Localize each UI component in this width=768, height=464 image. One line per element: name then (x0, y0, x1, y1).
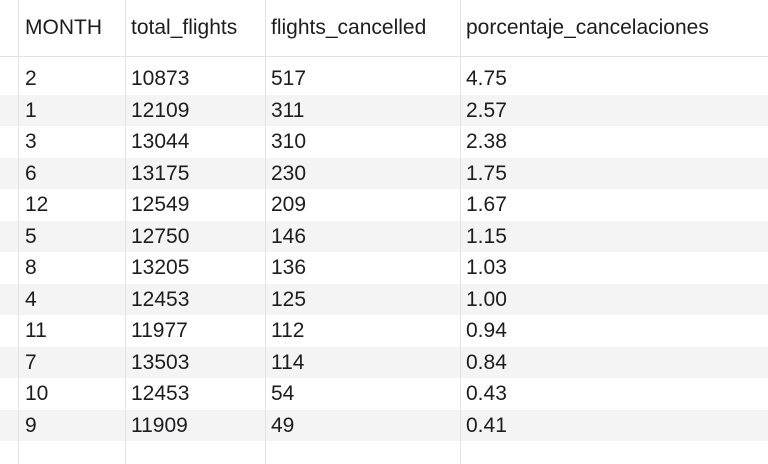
table-row[interactable]: 2 10873 517 4.75 (0, 63, 768, 95)
flights-cancelled-cell[interactable]: 517 (271, 67, 307, 90)
month-cell[interactable]: 8 (25, 256, 37, 279)
total-flights-cell[interactable]: 10873 (131, 67, 190, 90)
column-divider[interactable] (125, 0, 126, 464)
total-flights-cell[interactable]: 13503 (131, 350, 190, 374)
porcentaje-cell[interactable]: 1.00 (466, 287, 507, 311)
total-flights-cell[interactable]: 13205 (131, 256, 190, 279)
column-header-flights-cancelled[interactable]: flights_cancelled (271, 16, 427, 39)
month-cell[interactable]: 7 (25, 350, 37, 374)
table-row[interactable]: 12 12549 209 1.67 (0, 189, 768, 221)
total-flights-cell[interactable]: 12750 (131, 224, 190, 248)
total-flights-cell[interactable]: 12549 (131, 193, 190, 216)
porcentaje-cell[interactable]: 0.94 (466, 319, 507, 342)
porcentaje-cell[interactable]: 1.03 (466, 256, 507, 279)
table-row[interactable]: 7 13503 114 0.84 (0, 346, 768, 378)
flights-cancelled-cell[interactable]: 49 (271, 413, 295, 437)
porcentaje-cell[interactable]: 0.84 (466, 350, 507, 374)
flights-cancelled-cell[interactable]: 230 (271, 161, 307, 185)
flights-cancelled-cell[interactable]: 114 (271, 350, 305, 374)
month-cell[interactable]: 1 (25, 98, 37, 122)
table-row[interactable]: 11 11977 112 0.94 (0, 315, 768, 347)
porcentaje-cell[interactable]: 2.57 (466, 98, 507, 122)
total-flights-cell[interactable]: 12109 (131, 98, 190, 122)
month-cell[interactable]: 5 (25, 224, 37, 248)
total-flights-cell[interactable]: 13175 (131, 161, 190, 185)
flights-cancelled-cell[interactable]: 311 (271, 98, 305, 122)
total-flights-cell[interactable]: 13044 (131, 130, 190, 153)
table-row[interactable]: 5 12750 146 1.15 (0, 220, 768, 252)
column-divider[interactable] (265, 0, 266, 464)
flights-cancelled-cell[interactable]: 54 (271, 382, 295, 405)
month-cell[interactable]: 3 (25, 130, 37, 153)
flights-cancelled-cell[interactable]: 136 (271, 256, 307, 279)
flights-cancelled-cell[interactable]: 146 (271, 224, 307, 248)
month-cell[interactable]: 6 (25, 161, 37, 185)
table-row[interactable]: 9 11909 49 0.41 (0, 409, 768, 441)
total-flights-cell[interactable]: 11977 (131, 319, 188, 342)
flights-cancelled-cell[interactable]: 209 (271, 193, 307, 216)
column-header-month[interactable]: MONTH (25, 16, 102, 39)
total-flights-cell[interactable]: 11909 (131, 413, 188, 437)
porcentaje-cell[interactable]: 1.75 (466, 161, 507, 185)
porcentaje-cell[interactable]: 1.15 (466, 224, 507, 248)
flights-cancelled-cell[interactable]: 310 (271, 130, 307, 153)
column-header-row: MONTH total_flights flights_cancelled po… (0, 0, 768, 57)
table-row[interactable]: 6 13175 230 1.75 (0, 157, 768, 189)
flights-cancelled-cell[interactable]: 125 (271, 287, 307, 311)
column-header-total-flights[interactable]: total_flights (131, 16, 238, 39)
month-cell[interactable]: 11 (25, 319, 47, 342)
column-divider[interactable] (18, 0, 19, 464)
column-divider[interactable] (460, 0, 461, 464)
table-row[interactable]: 10 12453 54 0.43 (0, 378, 768, 410)
porcentaje-cell[interactable]: 0.43 (466, 382, 507, 405)
total-flights-cell[interactable]: 12453 (131, 287, 190, 311)
table-row[interactable]: 3 13044 310 2.38 (0, 126, 768, 158)
table-row[interactable]: 4 12453 125 1.00 (0, 283, 768, 315)
porcentaje-cell[interactable]: 0.41 (466, 413, 507, 437)
column-header-porcentaje-cancelaciones[interactable]: porcentaje_cancelaciones (466, 16, 709, 39)
month-cell[interactable]: 10 (25, 382, 49, 405)
table-row[interactable]: 8 13205 136 1.03 (0, 252, 768, 284)
month-cell[interactable]: 4 (25, 287, 37, 311)
total-flights-cell[interactable]: 12453 (131, 382, 190, 405)
month-cell[interactable]: 12 (25, 193, 49, 216)
table-row[interactable]: 1 12109 311 2.57 (0, 94, 768, 126)
porcentaje-cell[interactable]: 4.75 (466, 67, 507, 90)
month-cell[interactable]: 2 (25, 67, 37, 90)
porcentaje-cell[interactable]: 2.38 (466, 130, 507, 153)
month-cell[interactable]: 9 (25, 413, 37, 437)
flights-cancelled-cell[interactable]: 112 (271, 319, 305, 342)
porcentaje-cell[interactable]: 1.67 (466, 193, 507, 216)
